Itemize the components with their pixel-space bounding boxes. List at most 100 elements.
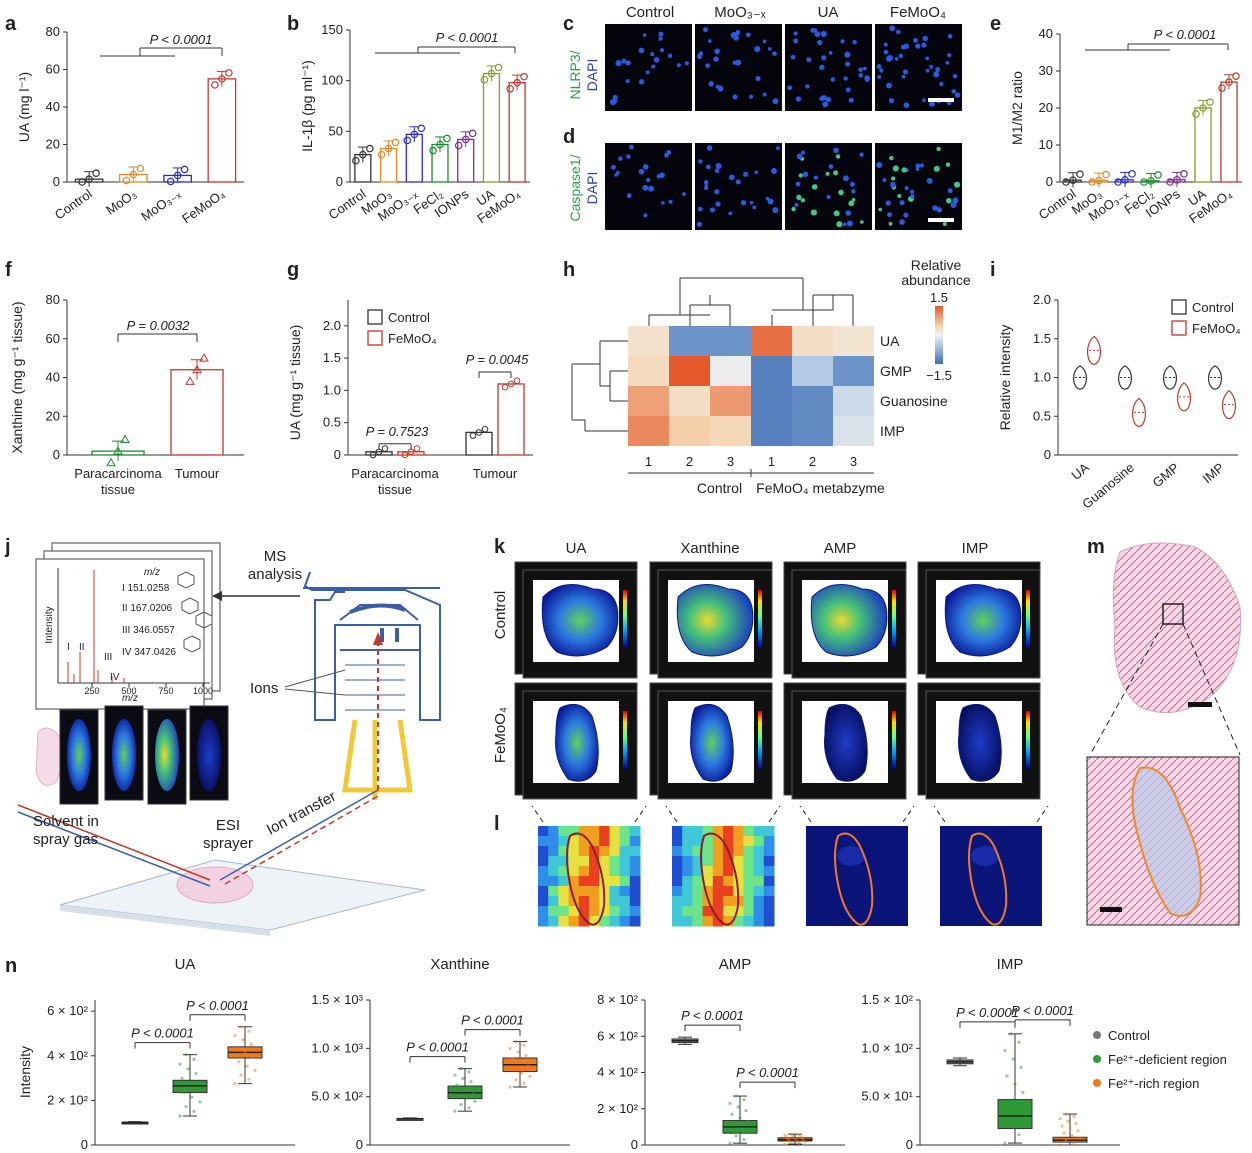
e-point-0-0 xyxy=(1062,178,1070,186)
transfer-line-blue xyxy=(219,789,379,881)
n-ytick-label-2-4: 8 × 10² xyxy=(597,992,639,1007)
micro-cell-1-3-25 xyxy=(899,219,905,225)
n-jitter-2-1-13 xyxy=(734,1094,738,1098)
msi-k-colorbar-1-3 xyxy=(1026,711,1030,769)
l-pixel-1-0-2 xyxy=(692,826,704,837)
l-pixel-1-0-4 xyxy=(712,826,724,837)
micro-tile-1-0 xyxy=(605,143,692,230)
l-pixel-1-6-7 xyxy=(743,886,755,897)
e-ytick-label-1: 10 xyxy=(1039,137,1053,152)
b-point-5-0 xyxy=(480,75,489,84)
electrode-2 xyxy=(395,628,399,642)
b-point-3-0 xyxy=(429,146,437,155)
l-pixel-0-8-2 xyxy=(558,906,570,917)
spectrum-frame xyxy=(35,558,205,710)
micro-cell-0-2-8 xyxy=(795,96,802,102)
micro-tile-0-0 xyxy=(605,24,692,111)
l-pixel-0-2-0 xyxy=(538,846,549,857)
msi-k-tissue-1-1 xyxy=(690,703,734,782)
l-pixel-0-2-7 xyxy=(609,846,621,857)
l-pixel-1-5-8 xyxy=(753,876,765,887)
e-point-2-0 xyxy=(1114,178,1122,186)
l-pixel-0-9-8 xyxy=(619,916,631,927)
n-ytick-label-1-3: 1.5 × 10³ xyxy=(311,992,363,1007)
micro-cell-1-1-18 xyxy=(698,159,703,164)
heat-cell-1-3 xyxy=(751,356,792,386)
panel-letter-a: a xyxy=(5,13,17,35)
l-pixel-1-8-1 xyxy=(682,906,693,917)
n-jitter-0-2-8 xyxy=(235,1047,239,1051)
g-point-1-1-0 xyxy=(501,383,509,391)
g-legend-swatch-0 xyxy=(367,309,383,325)
micro-cell-1-2-4 xyxy=(860,220,864,224)
i-xtick-label-3: IMP xyxy=(1200,460,1227,486)
b-point-3-2 xyxy=(443,134,451,143)
l-pixel-1-6-8 xyxy=(753,886,765,897)
n-jitter-3-2-3 xyxy=(1078,1136,1082,1140)
scale-bar-c xyxy=(928,98,954,102)
l-pixel-1-8-2 xyxy=(692,906,704,917)
l-pixel-0-3-6 xyxy=(599,856,610,867)
n-jitter-1-2-13 xyxy=(514,1039,518,1044)
micro-cell-0-1-13 xyxy=(733,35,739,41)
l-pixel-1-5-5 xyxy=(723,876,734,887)
b-ylabel: IL-1β (pg ml⁻¹) xyxy=(299,60,315,152)
panel-letter-n: n xyxy=(5,955,17,977)
micro-cell-1-3-18 xyxy=(899,200,905,206)
heat-col-label-2: 3 xyxy=(727,454,734,469)
micro-cell-1-0-10 xyxy=(642,184,649,191)
micro-cell-1-2-23 xyxy=(842,222,847,227)
micro-cell-0-0-8 xyxy=(615,60,622,67)
l-pixel-0-1-6 xyxy=(599,836,610,847)
a-point-3-1 xyxy=(218,75,226,83)
sprayer-label: sprayer xyxy=(203,835,253,852)
micro-cell-0-2-29 xyxy=(806,57,812,63)
b-ytick-label-1: 50 xyxy=(329,123,343,138)
n-jitter-2-1-9 xyxy=(744,1108,748,1113)
l-pixel-1-9-9 xyxy=(763,916,775,927)
a-xtick-label-2: MoO₃₋ₓ xyxy=(138,186,184,224)
micro-tile-1-3 xyxy=(875,143,962,230)
l-pixel-0-5-8 xyxy=(619,876,631,887)
micro-cell-1-1-9 xyxy=(743,171,749,177)
micro-cell-0-0-15 xyxy=(676,63,681,68)
n-jitter-3-1-1 xyxy=(1017,1133,1021,1137)
micro-cell-0-3-30 xyxy=(876,64,882,69)
n-ytick-label-0-1: 2 × 10² xyxy=(47,1092,89,1107)
i-xtick-label-2: GMP xyxy=(1150,460,1182,491)
spectrum-xtick-label-0: 250 xyxy=(84,686,99,696)
n-jitter-2-2-7 xyxy=(793,1137,797,1141)
l-pixel-0-6-1 xyxy=(548,886,559,897)
n-jitter-2-2-13 xyxy=(789,1132,793,1136)
micro-cell-0-2-18 xyxy=(790,54,796,60)
micro-cell-1-0-11 xyxy=(659,172,665,178)
msi-k-tissue-1-3 xyxy=(958,703,1002,782)
l-pixel-1-9-4 xyxy=(712,916,724,927)
n-jitter-2-1-11 xyxy=(728,1101,732,1105)
micro-cell-1-2-8 xyxy=(845,210,852,216)
msi-k-colorbar-1-2 xyxy=(892,711,896,769)
micro-cell-0-0-0 xyxy=(645,70,650,75)
n-legend-dot-0 xyxy=(1093,1031,1101,1039)
n-jitter-1-1-1 xyxy=(467,1106,471,1110)
l-pixel-0-4-5 xyxy=(589,866,600,877)
l-pixel-0-0-1 xyxy=(548,826,559,837)
micro-cell-1-3-10 xyxy=(933,165,940,172)
b-point-1-0 xyxy=(377,150,386,159)
n-title-2: AMP xyxy=(719,956,752,973)
g-point-1-1-2 xyxy=(513,377,521,385)
l-pixel-1-7-5 xyxy=(723,896,734,907)
micro-cell-0-0-3 xyxy=(638,47,645,54)
f-ytick-label-1: 20 xyxy=(46,408,60,423)
micro-cell-1-3-16 xyxy=(887,212,893,218)
micro-cell-0-1-9 xyxy=(754,46,761,53)
heat-col-label-0: 1 xyxy=(645,454,652,469)
heat-cell-1-0 xyxy=(628,356,669,386)
e-point-3-0 xyxy=(1140,178,1148,186)
l-pixel-1-2-3 xyxy=(702,846,714,857)
micro-cell-1-3-32 xyxy=(890,181,896,188)
heat-cell-1-4 xyxy=(792,356,833,386)
spectrum-xtick-label-2: 750 xyxy=(158,686,173,696)
